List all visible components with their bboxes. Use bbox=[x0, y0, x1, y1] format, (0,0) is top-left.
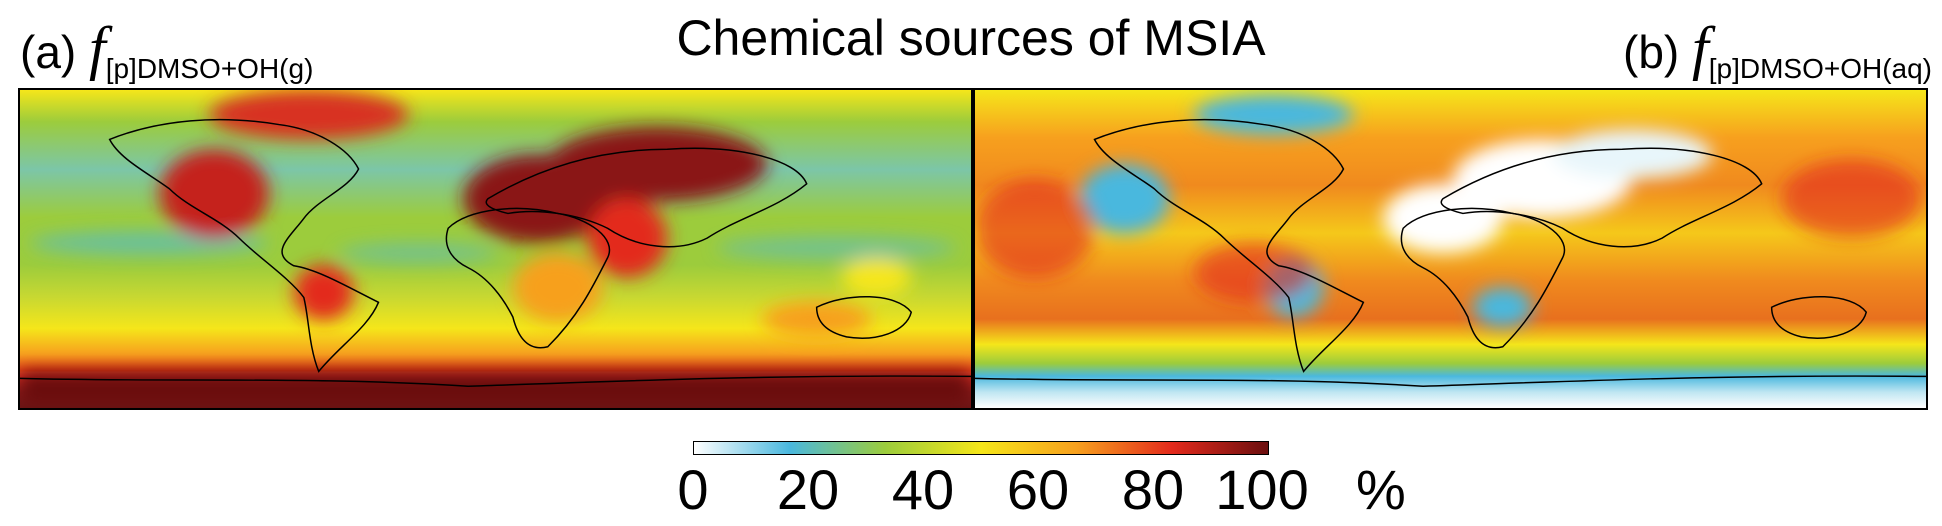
map-panel-a bbox=[18, 88, 973, 410]
panel-a-prefix: (a) bbox=[20, 26, 77, 78]
colorbar-tick-20: 20 bbox=[776, 458, 840, 521]
map-b-coastlines bbox=[975, 118, 1926, 388]
colorbar-unit: % bbox=[1356, 458, 1406, 521]
panel-b-prefix: (b) bbox=[1623, 26, 1680, 78]
figure-title: Chemical sources of MSIA bbox=[676, 10, 1266, 66]
panel-b-subscript: [p]DMSO+OH(aq) bbox=[1708, 53, 1932, 84]
colorbar-tick-80: 80 bbox=[1121, 458, 1185, 521]
colorbar bbox=[693, 441, 1269, 455]
map-a-coastlines bbox=[20, 118, 971, 388]
panel-a-subscript: [p]DMSO+OH(g) bbox=[105, 53, 314, 84]
colorbar-tick-40: 40 bbox=[891, 458, 955, 521]
panel-b-symbol: f bbox=[1692, 15, 1709, 81]
panel-a-label: (a) f[p]DMSO+OH(g) bbox=[20, 18, 314, 87]
map-a-field bbox=[20, 90, 971, 408]
panel-a-symbol: f bbox=[89, 15, 106, 81]
panel-b-label: (b) f[p]DMSO+OH(aq) bbox=[1623, 18, 1932, 87]
map-panel-b bbox=[973, 88, 1928, 410]
colorbar-tick-0: 0 bbox=[677, 458, 709, 521]
colorbar-tick-60: 60 bbox=[1006, 458, 1070, 521]
colorbar-tick-100: 100 bbox=[1215, 458, 1309, 521]
map-b-svg bbox=[975, 90, 1926, 408]
map-a-svg bbox=[20, 90, 971, 408]
map-b-field bbox=[975, 94, 1922, 328]
